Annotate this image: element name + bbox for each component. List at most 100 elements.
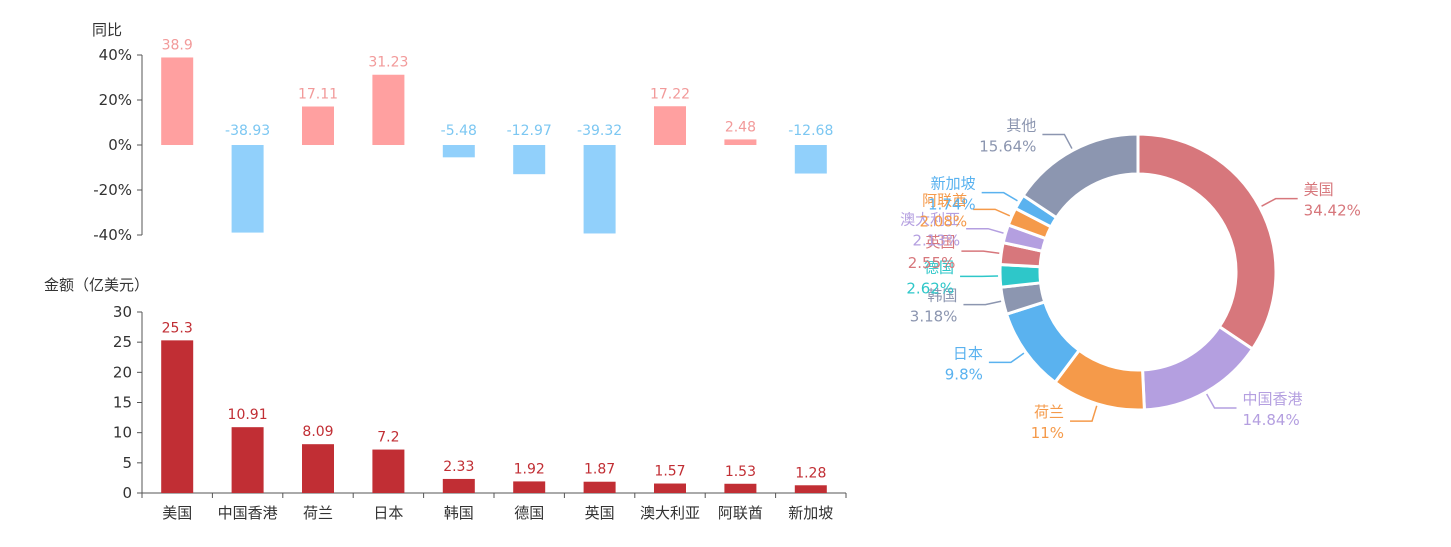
yoy-value-label: 38.9 — [162, 37, 193, 53]
category-label: 荷兰 — [303, 504, 333, 522]
donut-slice-percent: 15.64% — [979, 137, 1036, 155]
amount-y-tick-label: 20 — [113, 363, 132, 381]
category-label: 澳大利亚 — [640, 504, 700, 522]
donut-leader-line — [963, 300, 1002, 306]
yoy-y-tick-label: 40% — [99, 46, 132, 64]
donut-slice-percent: 2.13% — [912, 232, 960, 250]
amount-y-tick-label: 30 — [113, 303, 132, 321]
amount-value-label: 2.33 — [443, 459, 474, 475]
amount-value-label: 1.53 — [725, 464, 756, 480]
donut-slice — [1140, 324, 1255, 412]
yoy-value-label: -12.97 — [507, 123, 552, 139]
amount-y-tick-label: 15 — [113, 394, 132, 412]
amount-bar — [231, 427, 264, 493]
yoy-bar — [161, 57, 194, 145]
amount-bar — [513, 481, 546, 493]
donut-slice-percent: 2.08% — [919, 212, 967, 230]
donut-slice-label: 中国香港 — [1243, 390, 1303, 408]
donut-leader-line — [981, 191, 1018, 202]
donut-leader-line — [1042, 133, 1073, 149]
donut-slice-label: 荷兰 — [1034, 403, 1064, 421]
category-label: 中国香港 — [218, 504, 278, 522]
donut-slice-label: 日本 — [953, 344, 983, 362]
amount-value-label: 1.92 — [514, 461, 545, 477]
yoy-bar — [302, 106, 334, 145]
yoy-bar-chart: 同比 40% 20% 0% -20% -40% 38.9 -38.93 17.11 31.23 -… — [92, 21, 833, 244]
amount-value-label: 1.57 — [654, 464, 685, 480]
donut-slice-percent: 2.55% — [908, 254, 956, 272]
donut-leader-line — [1261, 197, 1298, 207]
category-label: 新加坡 — [788, 504, 833, 522]
yoy-value-label: -39.32 — [577, 123, 622, 139]
donut-leader-line — [1070, 405, 1098, 422]
amount-bar — [724, 483, 757, 493]
donut-slice-percent: 11% — [1031, 424, 1064, 442]
amount-value-label: 1.87 — [584, 462, 615, 478]
amount-value-label: 7.2 — [377, 430, 399, 446]
yoy-bar — [794, 145, 827, 174]
donut-slice-label: 阿联酋 — [922, 191, 967, 209]
donut-leader-line — [973, 208, 1011, 217]
donut-slice-percent: 2.62% — [906, 279, 954, 297]
amount-bar-chart: 金额（亿美元） 30 25 20 15 10 5 0 25.3 美国 10.91 中国香港 8.09 荷… — [44, 276, 847, 522]
yoy-value-label: -12.68 — [788, 123, 833, 139]
amount-value-label: 8.09 — [302, 424, 333, 440]
category-label: 日本 — [373, 504, 403, 522]
category-label: 德国 — [514, 504, 544, 522]
amount-bar — [161, 340, 194, 493]
amount-axis-title: 金额（亿美元） — [44, 276, 149, 294]
amount-y-tick-label: 25 — [113, 333, 132, 351]
category-label: 韩国 — [444, 504, 474, 522]
donut-leader-line — [961, 250, 1000, 255]
donut-leader-line — [1206, 393, 1237, 409]
donut-slice-label: 其他 — [1006, 116, 1036, 134]
donut-slice — [1136, 132, 1278, 352]
category-label: 美国 — [162, 504, 192, 522]
yoy-value-label: 17.11 — [298, 87, 338, 103]
yoy-y-tick-label: -40% — [93, 226, 132, 244]
amount-value-label: 25.3 — [162, 320, 193, 336]
amount-bar — [372, 449, 405, 493]
yoy-value-label: 17.22 — [650, 86, 690, 102]
category-label: 英国 — [585, 504, 615, 522]
donut-slice-percent: 1.74% — [928, 196, 976, 214]
yoy-value-label: 2.48 — [725, 119, 756, 135]
donut-leader-line — [988, 352, 1025, 364]
yoy-y-tick-label: -20% — [93, 181, 132, 199]
donut-slice-percent: 34.42% — [1304, 202, 1361, 220]
donut-slice-label: 德国 — [924, 258, 954, 276]
yoy-bar — [724, 139, 757, 145]
yoy-bar — [654, 106, 686, 145]
amount-bar — [442, 478, 475, 493]
donut-slice-label: 澳大利亚 — [900, 211, 960, 229]
amount-y-tick-label: 10 — [113, 424, 132, 442]
amount-y-tick-label: 0 — [122, 484, 132, 502]
yoy-bar — [372, 74, 405, 145]
donut-slice-label: 新加坡 — [931, 175, 976, 193]
donut-slice-label: 英国 — [925, 233, 955, 251]
yoy-bar — [583, 145, 616, 234]
amount-bar — [654, 483, 686, 493]
yoy-value-label: 31.23 — [368, 55, 408, 71]
yoy-axis-title: 同比 — [92, 21, 122, 39]
yoy-y-tick-label: 0% — [108, 136, 132, 154]
amount-bar — [794, 485, 827, 493]
donut-slice-percent: 14.84% — [1243, 411, 1300, 429]
share-donut-chart: 美国34.42%中国香港14.84%荷兰11%日本9.8%韩国3.18%德国2.… — [900, 116, 1361, 442]
amount-value-label: 1.28 — [795, 465, 826, 481]
amount-bar — [583, 481, 616, 493]
donut-slice-label: 韩国 — [927, 287, 957, 305]
yoy-bar — [231, 145, 264, 233]
yoy-value-label: -38.93 — [225, 123, 270, 139]
donut-slice-label: 美国 — [1304, 181, 1334, 199]
yoy-bar — [513, 145, 546, 175]
category-label: 阿联酋 — [718, 504, 763, 522]
yoy-y-tick-label: 20% — [99, 91, 132, 109]
yoy-bar — [442, 145, 475, 158]
amount-y-tick-label: 5 — [122, 454, 132, 472]
donut-slice-percent: 3.18% — [910, 308, 958, 326]
amount-bar — [302, 444, 334, 493]
donut-leader-line — [966, 227, 1004, 234]
donut-slice — [998, 262, 1043, 289]
